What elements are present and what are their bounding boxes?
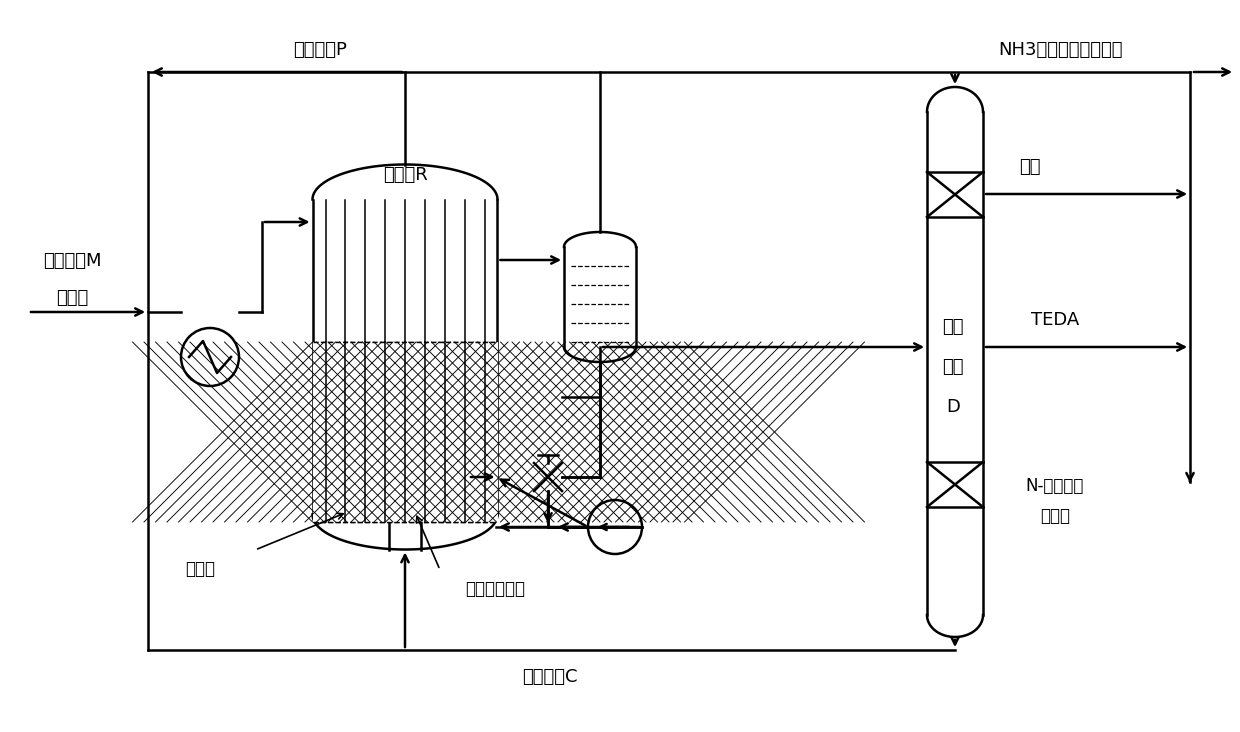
Text: 导热油: 导热油	[185, 560, 215, 578]
Text: 反应器R: 反应器R	[383, 166, 428, 184]
Text: TEDA: TEDA	[1030, 311, 1079, 329]
Text: 乙二胺: 乙二胺	[56, 289, 88, 307]
Text: 产物流股P: 产物流股P	[293, 41, 347, 59]
Bar	[312, 342, 497, 522]
Text: 精馏: 精馏	[942, 318, 963, 336]
Text: 循环流股C: 循环流股C	[522, 668, 578, 686]
Text: N-乙基哌嗪: N-乙基哌嗪	[1025, 477, 1084, 495]
Text: 分离: 分离	[942, 358, 963, 376]
Text: D: D	[946, 398, 960, 416]
Text: NH3、小分子有机胺等: NH3、小分子有机胺等	[998, 41, 1122, 59]
Text: 等副产: 等副产	[1040, 507, 1070, 525]
Text: 原料流股M: 原料流股M	[42, 252, 102, 270]
Text: 分子筛催化剂: 分子筛催化剂	[465, 580, 525, 598]
Text: 哌嗪: 哌嗪	[1019, 158, 1040, 176]
